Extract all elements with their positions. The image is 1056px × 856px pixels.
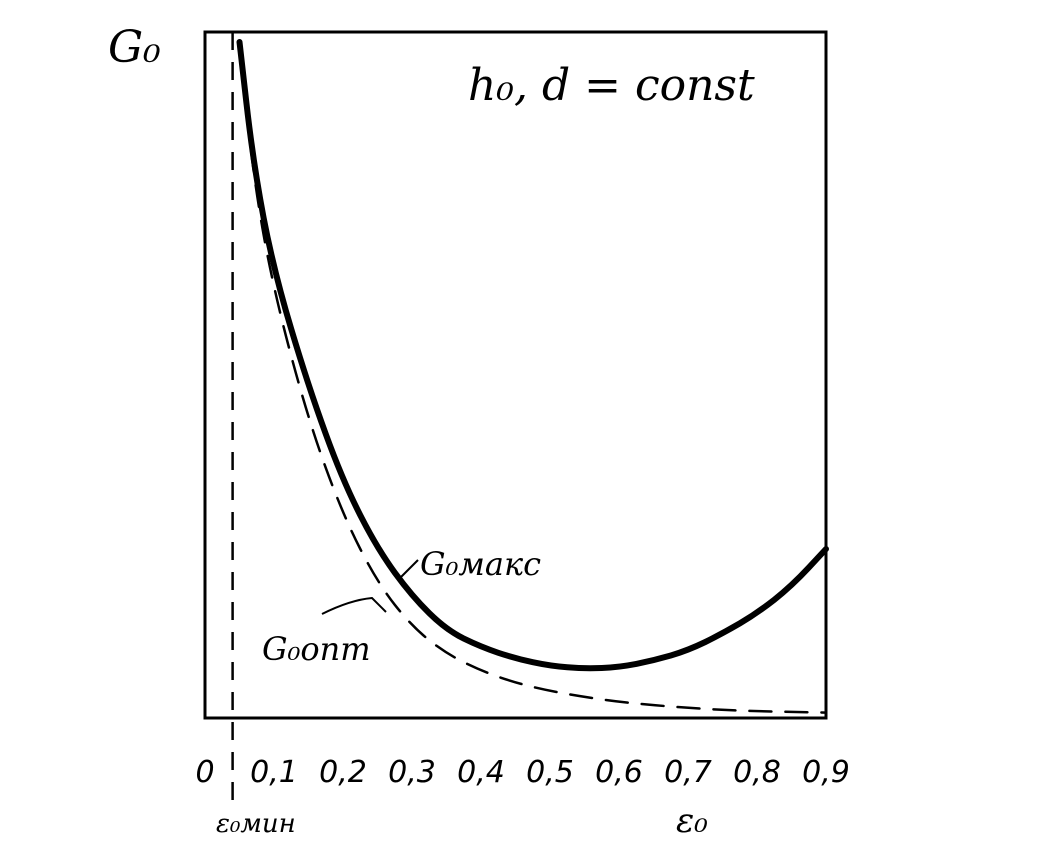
x-tick-label: 0,7 — [664, 755, 712, 790]
x-tick-label: 0 — [195, 755, 214, 790]
annotation-text: h₀, d = const — [468, 60, 755, 111]
x-tick-label: 0,4 — [457, 755, 505, 790]
x-tick-label: 0,1 — [250, 755, 298, 790]
y-axis-label: G₀ — [108, 22, 161, 73]
x-tick-label: 0,9 — [802, 755, 850, 790]
x-tick-label: 0,2 — [319, 755, 367, 790]
series-group — [236, 39, 829, 714]
x-marker-label: ε₀мин — [216, 809, 296, 839]
series-line-0 — [236, 39, 829, 672]
x-tick-label: 0,5 — [526, 755, 574, 790]
x-tick-label: 0,3 — [388, 755, 436, 790]
x-tick-label: 0,8 — [733, 755, 781, 790]
leader-lines — [321, 559, 419, 615]
chart-labels: G₀ h₀, d = const G₀макс G₀опт ε₀мин ε₀ — [108, 22, 755, 841]
x-tick-labels: 0 0,1 0,2 0,3 0,4 0,5 0,6 0,7 0,8 0,9 — [195, 755, 849, 790]
plot-frame — [203, 30, 828, 720]
series-label-gmax: G₀макс — [420, 545, 541, 583]
series-line-1 — [238, 40, 828, 714]
x-axis-label: ε₀ — [676, 801, 708, 841]
plot-border — [203, 30, 828, 720]
leader-line-gmax — [397, 559, 419, 581]
x-tick-label: 0,6 — [595, 755, 643, 790]
leader-line-gopt — [321, 596, 387, 615]
series-label-gopt: G₀опт — [262, 630, 371, 668]
